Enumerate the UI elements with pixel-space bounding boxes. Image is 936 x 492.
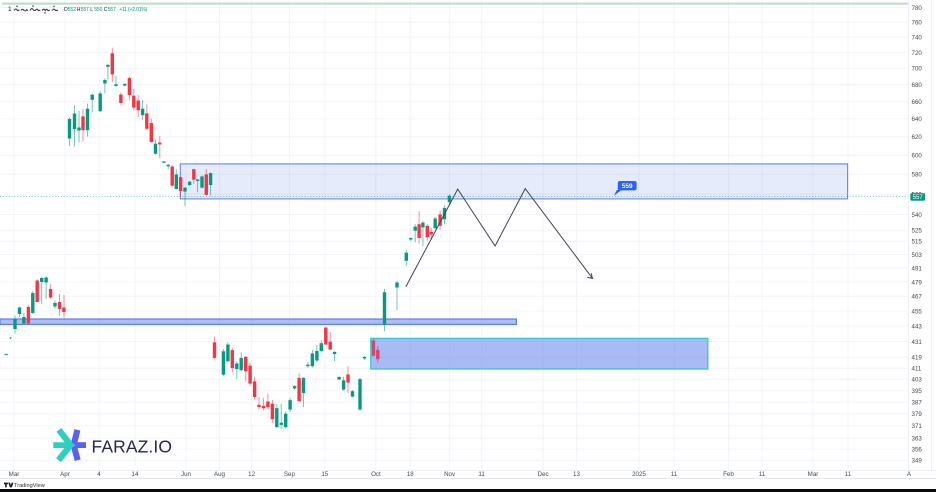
svg-text:760: 760: [912, 19, 923, 26]
svg-text:411: 411: [912, 366, 922, 373]
svg-text:660: 660: [912, 99, 923, 106]
svg-text:515: 515: [912, 239, 923, 246]
svg-text:559: 559: [622, 183, 633, 190]
svg-text:700: 700: [912, 66, 923, 73]
svg-text:371: 371: [912, 423, 923, 430]
svg-text:467: 467: [912, 294, 923, 301]
svg-text:557: 557: [81, 7, 89, 13]
svg-text:Sep: Sep: [284, 471, 296, 478]
svg-text:503: 503: [912, 252, 923, 259]
svg-text:580: 580: [912, 172, 923, 179]
svg-text:387: 387: [912, 399, 923, 406]
svg-text:419: 419: [912, 355, 923, 362]
svg-text:14: 14: [132, 471, 139, 478]
svg-text:11: 11: [478, 471, 485, 478]
svg-text:479: 479: [912, 279, 923, 286]
svg-text:H: H: [77, 7, 81, 13]
svg-text:403: 403: [912, 377, 923, 384]
svg-text:356: 356: [912, 446, 923, 453]
svg-text:557: 557: [108, 7, 116, 13]
svg-text:491: 491: [912, 265, 923, 272]
svg-text:680: 680: [912, 82, 923, 89]
svg-text:18: 18: [407, 471, 414, 478]
svg-text:L: L: [90, 7, 93, 13]
svg-text:TradingView: TradingView: [14, 483, 46, 489]
svg-text:600: 600: [912, 153, 923, 160]
svg-text:1: 1: [8, 6, 12, 13]
svg-text:443: 443: [912, 323, 923, 330]
svg-text:Aug: Aug: [214, 471, 226, 478]
svg-text:+11 (+2.01%): +11 (+2.01%): [119, 7, 148, 13]
svg-text:740: 740: [912, 34, 923, 41]
svg-text:Mar: Mar: [9, 471, 20, 478]
svg-text:11: 11: [759, 471, 766, 478]
svg-text:395: 395: [912, 388, 923, 395]
svg-text:13: 13: [573, 471, 580, 478]
svg-text:431: 431: [912, 339, 923, 346]
svg-text:11: 11: [671, 471, 678, 478]
svg-text:780: 780: [912, 5, 923, 12]
svg-text:O: O: [64, 7, 68, 13]
svg-text:C: C: [104, 7, 108, 13]
svg-text:Oct: Oct: [371, 471, 381, 478]
svg-text:FARAZ.IO: FARAZ.IO: [92, 437, 173, 457]
svg-text:550: 550: [94, 7, 102, 13]
svg-text:12: 12: [248, 471, 255, 478]
svg-text:Dec: Dec: [538, 471, 549, 478]
svg-text:11: 11: [845, 471, 852, 478]
svg-text:349: 349: [912, 458, 923, 465]
svg-text:379: 379: [912, 411, 923, 418]
svg-text:Nov: Nov: [444, 471, 456, 478]
svg-text:Jun: Jun: [181, 471, 192, 478]
svg-text:4: 4: [97, 471, 101, 478]
svg-text:557: 557: [913, 195, 924, 201]
svg-text:Feb: Feb: [723, 471, 734, 478]
svg-text:620: 620: [912, 134, 923, 141]
svg-text:Mar: Mar: [808, 471, 819, 478]
svg-text:640: 640: [912, 116, 923, 123]
svg-text:525: 525: [912, 228, 923, 235]
svg-text:2025: 2025: [632, 471, 646, 478]
svg-text:455: 455: [912, 308, 923, 315]
svg-text:363: 363: [912, 435, 923, 442]
svg-text:15: 15: [321, 471, 328, 478]
svg-text:Apr: Apr: [60, 471, 70, 478]
svg-text:A: A: [907, 471, 912, 478]
svg-text:540: 540: [912, 212, 923, 219]
svg-text:552: 552: [68, 7, 76, 13]
svg-text:720: 720: [912, 50, 923, 57]
